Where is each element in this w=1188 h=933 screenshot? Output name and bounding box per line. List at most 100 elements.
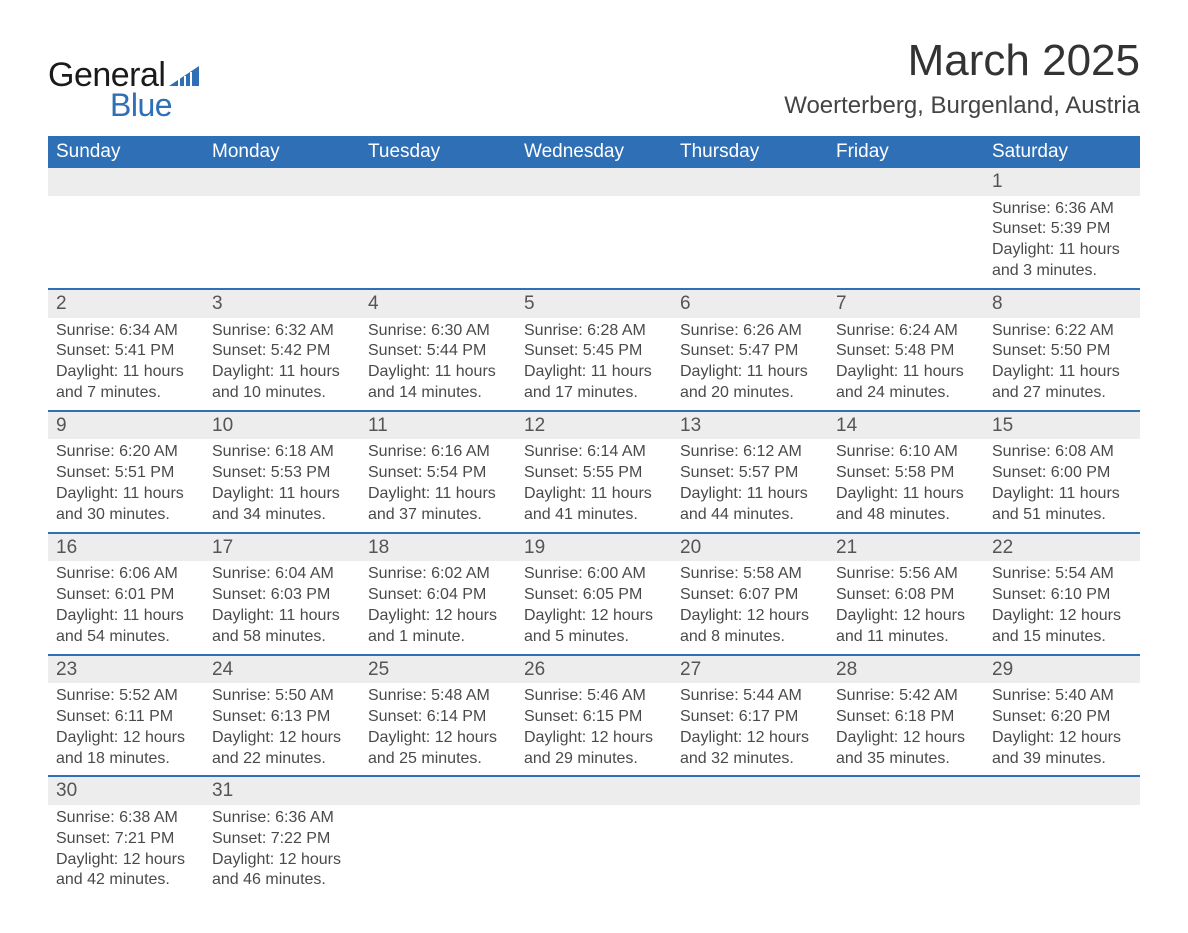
sunrise-text: Sunrise: 6:32 AM (212, 321, 352, 342)
sunset-text: Sunset: 5:44 PM (368, 341, 508, 362)
day-info-cell: Sunrise: 6:14 AMSunset: 5:55 PMDaylight:… (516, 439, 672, 532)
sunset-text: Sunset: 5:53 PM (212, 463, 352, 484)
daylight-text: and 46 minutes. (212, 870, 352, 891)
daylight-text: Daylight: 11 hours (368, 362, 508, 383)
daylight-text: and 20 minutes. (680, 383, 820, 404)
daylight-text: Daylight: 12 hours (368, 728, 508, 749)
day-info-cell (360, 196, 516, 289)
day-number-cell: 25 (360, 655, 516, 684)
daylight-text: and 3 minutes. (992, 261, 1132, 282)
sunset-text: Sunset: 5:41 PM (56, 341, 196, 362)
daylight-text: and 5 minutes. (524, 627, 664, 648)
daylight-text: and 17 minutes. (524, 383, 664, 404)
day-info-cell: Sunrise: 6:08 AMSunset: 6:00 PMDaylight:… (984, 439, 1140, 532)
day-number-cell: 16 (48, 533, 204, 562)
day-info-cell (672, 805, 828, 897)
day-number-cell: 23 (48, 655, 204, 684)
day-number-cell (828, 168, 984, 196)
day-info-cell: Sunrise: 5:46 AMSunset: 6:15 PMDaylight:… (516, 683, 672, 776)
day-number-cell: 7 (828, 289, 984, 318)
daylight-text: Daylight: 11 hours (836, 484, 976, 505)
day-info-cell: Sunrise: 6:16 AMSunset: 5:54 PMDaylight:… (360, 439, 516, 532)
day-info-cell: Sunrise: 6:06 AMSunset: 6:01 PMDaylight:… (48, 561, 204, 654)
day-number-cell: 17 (204, 533, 360, 562)
daylight-text: and 51 minutes. (992, 505, 1132, 526)
sunset-text: Sunset: 6:01 PM (56, 585, 196, 606)
daylight-text: Daylight: 11 hours (368, 484, 508, 505)
daylight-text: Daylight: 12 hours (992, 728, 1132, 749)
sunset-text: Sunset: 7:21 PM (56, 829, 196, 850)
sunrise-text: Sunrise: 6:06 AM (56, 564, 196, 585)
daylight-text: Daylight: 11 hours (680, 362, 820, 383)
day-number-cell: 28 (828, 655, 984, 684)
day-info-cell: Sunrise: 6:02 AMSunset: 6:04 PMDaylight:… (360, 561, 516, 654)
sunset-text: Sunset: 5:50 PM (992, 341, 1132, 362)
page-title: March 2025 (784, 36, 1140, 86)
day-number-cell (516, 776, 672, 805)
day-info-cell: Sunrise: 6:00 AMSunset: 6:05 PMDaylight:… (516, 561, 672, 654)
weekday-header: Wednesday (516, 136, 672, 168)
sunset-text: Sunset: 5:45 PM (524, 341, 664, 362)
daylight-text: Daylight: 12 hours (680, 728, 820, 749)
day-number-cell (48, 168, 204, 196)
day-number-cell: 6 (672, 289, 828, 318)
sunrise-text: Sunrise: 6:24 AM (836, 321, 976, 342)
day-number-cell (360, 776, 516, 805)
daylight-text: Daylight: 12 hours (212, 850, 352, 871)
sunrise-text: Sunrise: 6:36 AM (212, 808, 352, 829)
sunset-text: Sunset: 5:39 PM (992, 219, 1132, 240)
day-number-cell (360, 168, 516, 196)
logo: General Blue (48, 56, 199, 124)
day-number-cell: 11 (360, 411, 516, 440)
daylight-text: Daylight: 12 hours (368, 606, 508, 627)
sunset-text: Sunset: 6:08 PM (836, 585, 976, 606)
sunset-text: Sunset: 6:04 PM (368, 585, 508, 606)
page-subtitle: Woerterberg, Burgenland, Austria (784, 92, 1140, 120)
daylight-text: and 24 minutes. (836, 383, 976, 404)
sunset-text: Sunset: 7:22 PM (212, 829, 352, 850)
sunrise-text: Sunrise: 5:40 AM (992, 686, 1132, 707)
day-info-cell: Sunrise: 6:32 AMSunset: 5:42 PMDaylight:… (204, 318, 360, 411)
day-info-cell: Sunrise: 6:20 AMSunset: 5:51 PMDaylight:… (48, 439, 204, 532)
day-info-cell: Sunrise: 5:58 AMSunset: 6:07 PMDaylight:… (672, 561, 828, 654)
day-number-cell: 20 (672, 533, 828, 562)
day-info-cell: Sunrise: 6:24 AMSunset: 5:48 PMDaylight:… (828, 318, 984, 411)
weekday-header: Tuesday (360, 136, 516, 168)
sunrise-text: Sunrise: 6:10 AM (836, 442, 976, 463)
day-info-cell: Sunrise: 6:38 AMSunset: 7:21 PMDaylight:… (48, 805, 204, 897)
sunrise-text: Sunrise: 5:42 AM (836, 686, 976, 707)
weekday-header: Thursday (672, 136, 828, 168)
sunrise-text: Sunrise: 6:22 AM (992, 321, 1132, 342)
daylight-text: Daylight: 11 hours (212, 606, 352, 627)
day-number-cell: 30 (48, 776, 204, 805)
weekday-header: Sunday (48, 136, 204, 168)
day-number-cell: 1 (984, 168, 1140, 196)
daylight-text: and 15 minutes. (992, 627, 1132, 648)
day-info-cell: Sunrise: 6:30 AMSunset: 5:44 PMDaylight:… (360, 318, 516, 411)
sunrise-text: Sunrise: 5:54 AM (992, 564, 1132, 585)
day-number-cell: 3 (204, 289, 360, 318)
daylight-text: and 41 minutes. (524, 505, 664, 526)
day-number-cell: 9 (48, 411, 204, 440)
day-number-row: 9101112131415 (48, 411, 1140, 440)
day-number-cell: 14 (828, 411, 984, 440)
day-info-cell (828, 805, 984, 897)
sunrise-text: Sunrise: 6:18 AM (212, 442, 352, 463)
sunrise-text: Sunrise: 6:16 AM (368, 442, 508, 463)
weekday-header: Monday (204, 136, 360, 168)
daylight-text: Daylight: 12 hours (524, 728, 664, 749)
day-number-cell: 5 (516, 289, 672, 318)
weekday-header: Friday (828, 136, 984, 168)
sunset-text: Sunset: 6:07 PM (680, 585, 820, 606)
daylight-text: Daylight: 11 hours (836, 362, 976, 383)
daylight-text: and 27 minutes. (992, 383, 1132, 404)
calendar-table: SundayMondayTuesdayWednesdayThursdayFrid… (48, 136, 1140, 897)
day-info-row: Sunrise: 6:06 AMSunset: 6:01 PM Daylight:… (48, 561, 1140, 654)
day-info-cell: Sunrise: 5:50 AMSunset: 6:13 PMDaylight:… (204, 683, 360, 776)
day-info-cell (360, 805, 516, 897)
day-number-cell: 4 (360, 289, 516, 318)
sunset-text: Sunset: 6:14 PM (368, 707, 508, 728)
sunrise-text: Sunrise: 5:50 AM (212, 686, 352, 707)
day-number-cell: 29 (984, 655, 1140, 684)
daylight-text: and 30 minutes. (56, 505, 196, 526)
